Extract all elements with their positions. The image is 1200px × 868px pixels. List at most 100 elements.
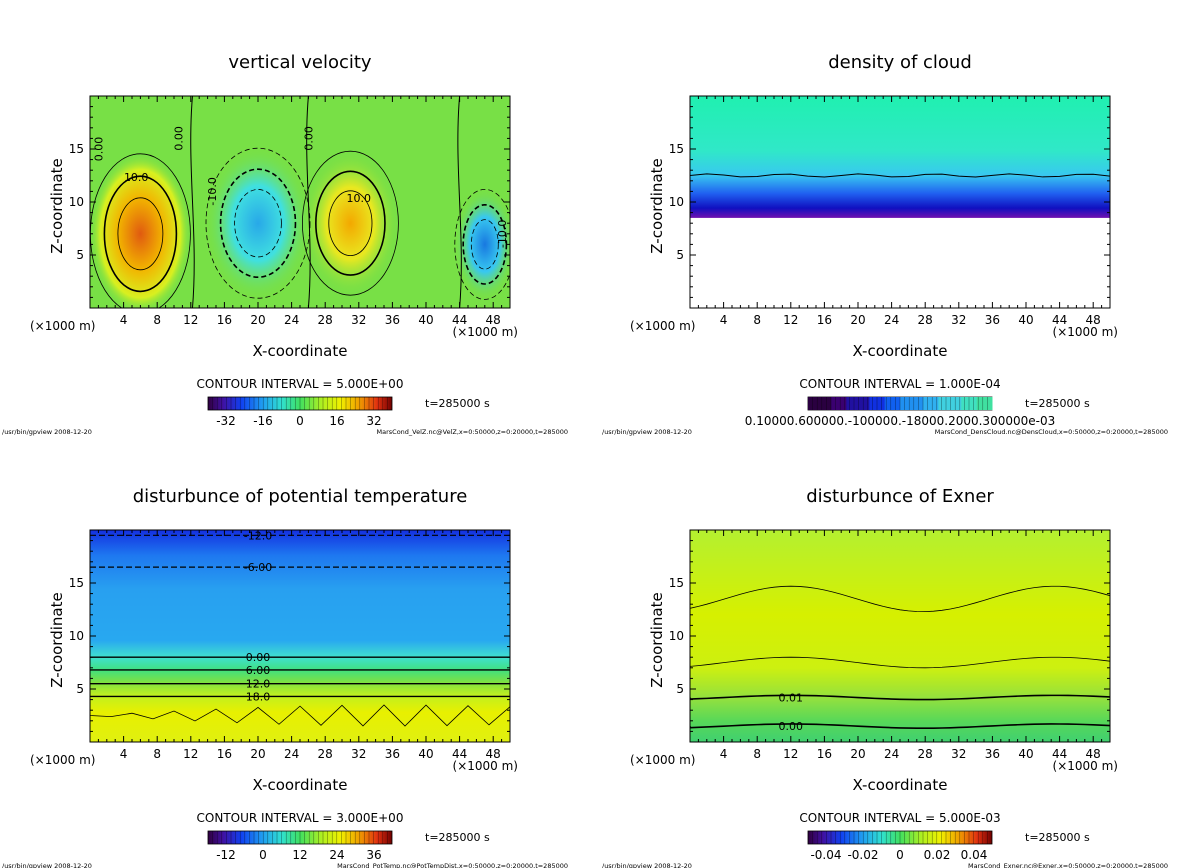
colorbar-segment xyxy=(823,397,832,410)
colorbar-segment xyxy=(831,397,840,410)
colorbar-tick-label: 12 xyxy=(292,848,307,862)
contour-line xyxy=(219,168,297,278)
colorbar-tick-label: -16 xyxy=(253,414,273,428)
x-tick-label: 16 xyxy=(217,747,232,761)
footer-left: /usr/bin/gpview 2008-12-20 xyxy=(2,428,92,436)
colorbar-segment xyxy=(892,397,901,410)
x-tick-label: 48 xyxy=(1086,313,1101,327)
y-tick-label: 5 xyxy=(76,248,84,262)
contour-line xyxy=(205,147,311,299)
x-axis-label: X-coordinate xyxy=(253,776,348,794)
colorbar-tick-label: -32 xyxy=(216,414,236,428)
contour-line xyxy=(454,189,510,300)
y-axis-label: Z-coordinate xyxy=(48,158,66,253)
colorbar-tick-label: 16 xyxy=(329,414,344,428)
x-tick-label: 16 xyxy=(817,747,832,761)
x-unit-right: (×1000 m) xyxy=(1053,325,1118,339)
x-tick-label: 32 xyxy=(351,313,366,327)
x-tick-label: 12 xyxy=(183,747,198,761)
velocity-cell xyxy=(454,189,510,300)
colorbar-segment xyxy=(961,397,970,410)
contour-interval: CONTOUR INTERVAL = 5.000E+00 xyxy=(197,377,404,391)
zero-contour xyxy=(457,96,462,308)
colorbar-segment xyxy=(861,397,870,410)
y-axis-label: Z-coordinate xyxy=(48,592,66,687)
footer-left: /usr/bin/gpview 2008-12-20 xyxy=(602,428,692,436)
colorbar-segment xyxy=(884,397,893,410)
x-tick-label: 20 xyxy=(250,747,265,761)
contour-line xyxy=(301,150,399,296)
colorbar-tick-label: 0 xyxy=(296,414,304,428)
footer-right: MarsCond_DensCloud.nc@DensCloud,x=0:5000… xyxy=(935,428,1168,436)
field-plot xyxy=(690,96,1110,308)
time-label: t=285000 s xyxy=(425,397,490,410)
x-axis-label: X-coordinate xyxy=(253,342,348,360)
contour-line xyxy=(690,694,1110,701)
x-tick-label: 40 xyxy=(1018,747,1033,761)
colorbar-tick-label: -12 xyxy=(216,848,236,862)
y-tick-label: 15 xyxy=(669,576,684,590)
x-tick-label: 24 xyxy=(284,747,299,761)
chart-title: disturbunce of potential temperature xyxy=(133,486,468,507)
x-tick-label: 4 xyxy=(120,747,128,761)
colorbar-tick-label: 36 xyxy=(366,848,381,862)
contour-line xyxy=(315,170,386,276)
colorbar-segment xyxy=(915,397,924,410)
x-axis-label: X-coordinate xyxy=(853,776,948,794)
colorbar-segment xyxy=(976,397,985,410)
time-label: t=285000 s xyxy=(1025,397,1090,410)
contour-line xyxy=(328,190,373,256)
contour-interval: CONTOUR INTERVAL = 5.000E-03 xyxy=(799,811,1000,825)
time-label: t=285000 s xyxy=(425,831,490,844)
x-tick-label: 36 xyxy=(385,747,400,761)
colorbar-tick-label: 0 xyxy=(896,848,904,862)
y-tick-label: 15 xyxy=(669,142,684,156)
x-tick-label: 48 xyxy=(486,313,501,327)
y-tick-label: 5 xyxy=(76,682,84,696)
colorbar-segment xyxy=(808,397,817,410)
zero-contour xyxy=(306,96,311,308)
contour-line xyxy=(234,189,282,258)
contour-label: -10.0 xyxy=(206,177,219,205)
x-tick-label: 12 xyxy=(783,313,798,327)
x-tick-label: 16 xyxy=(217,313,232,327)
contour-line xyxy=(103,175,178,293)
x-tick-label: 32 xyxy=(951,747,966,761)
y-axis-label: Z-coordinate xyxy=(648,158,666,253)
x-tick-label: 16 xyxy=(817,313,832,327)
cloud-layer xyxy=(690,96,1110,218)
x-tick-label: 4 xyxy=(120,313,128,327)
x-tick-label: 24 xyxy=(884,747,899,761)
x-tick-label: 36 xyxy=(985,313,1000,327)
x-tick-label: 4 xyxy=(720,313,728,327)
panel-pottemp: disturbunce of potential temperature -12.… xyxy=(2,486,568,868)
footer-left: /usr/bin/gpview 2008-12-20 xyxy=(2,862,92,868)
x-tick-label: 12 xyxy=(783,747,798,761)
contour-line xyxy=(690,723,1110,730)
colorbar-segment xyxy=(877,397,886,410)
colorbar-tick-label: 0 xyxy=(259,848,267,862)
colorbar-segment xyxy=(923,397,932,410)
x-tick-label: 36 xyxy=(385,313,400,327)
x-tick-label: 36 xyxy=(985,747,1000,761)
x-unit-left: (×1000 m) xyxy=(630,753,695,767)
contour-interval: CONTOUR INTERVAL = 3.000E+00 xyxy=(197,811,404,825)
contour-label: -6.00 xyxy=(244,561,272,574)
chart-title: density of cloud xyxy=(828,52,972,73)
contour-line xyxy=(117,197,164,271)
contour-label: -12.0 xyxy=(244,529,272,542)
velocity-cell xyxy=(302,151,399,296)
field-plot: 0.01 0.00 xyxy=(690,530,1110,742)
x-axis-label: X-coordinate xyxy=(853,342,948,360)
x-unit-right: (×1000 m) xyxy=(453,759,518,773)
footer-left: /usr/bin/gpview 2008-12-20 xyxy=(602,862,692,868)
contour-label: 0.00 xyxy=(779,720,804,733)
colorbar-segment xyxy=(907,397,916,410)
panel-velz: vertical velocity 10.0 0.00 0.00 -10.0 10.0 0.… xyxy=(2,52,568,436)
x-tick-label: 20 xyxy=(850,747,865,761)
colorbar-segment xyxy=(969,397,978,410)
contour-label: 10.0 xyxy=(347,192,372,205)
